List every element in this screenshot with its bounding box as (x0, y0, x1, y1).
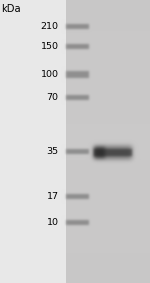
Text: 35: 35 (46, 147, 58, 156)
Text: kDa: kDa (2, 4, 21, 14)
Text: 210: 210 (40, 22, 58, 31)
Text: 150: 150 (40, 42, 58, 51)
Text: 10: 10 (46, 218, 58, 227)
Text: 70: 70 (46, 93, 58, 102)
Text: 17: 17 (46, 192, 58, 201)
Text: 100: 100 (40, 70, 58, 80)
